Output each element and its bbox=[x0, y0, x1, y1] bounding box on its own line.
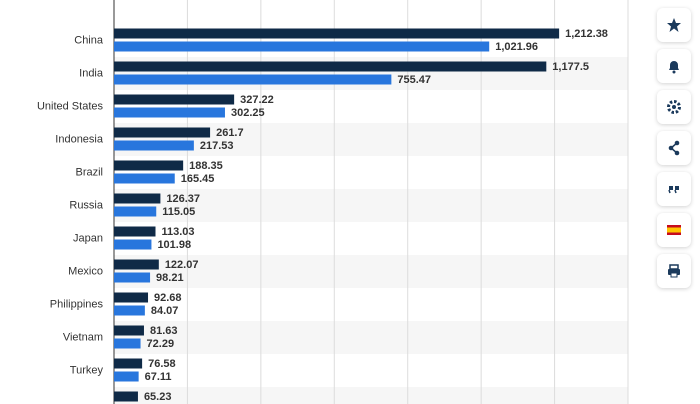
bar bbox=[114, 160, 184, 171]
value-label: 122.07 bbox=[165, 259, 199, 271]
value-label: 113.03 bbox=[161, 226, 194, 238]
value-label: 76.58 bbox=[148, 358, 176, 370]
share-button[interactable] bbox=[657, 131, 691, 165]
value-label: 98.21 bbox=[156, 272, 184, 284]
bar bbox=[114, 371, 139, 382]
notification-button[interactable] bbox=[657, 49, 691, 83]
row-band bbox=[114, 387, 628, 404]
row-band bbox=[114, 321, 628, 354]
value-label: 755.47 bbox=[397, 74, 431, 86]
settings-button[interactable] bbox=[657, 90, 691, 124]
bar bbox=[114, 305, 145, 316]
bar bbox=[114, 127, 211, 138]
value-label: 126.37 bbox=[166, 193, 200, 205]
bar bbox=[114, 140, 194, 151]
value-label: 67.11 bbox=[145, 371, 172, 383]
row-band bbox=[114, 255, 628, 288]
bar bbox=[114, 107, 225, 118]
bar bbox=[114, 41, 490, 52]
favorite-button[interactable] bbox=[657, 8, 691, 42]
chart: China 1,212.38 1,021.96 India 1,177.5 755.47 U… bbox=[37, 0, 629, 404]
category-label: Vietnam bbox=[63, 331, 103, 343]
value-label: 92.68 bbox=[154, 292, 182, 304]
value-label: 72.29 bbox=[147, 338, 175, 350]
row-band bbox=[114, 189, 628, 222]
category-label: Mexico bbox=[68, 265, 103, 277]
value-label: 261.7 bbox=[216, 127, 244, 139]
value-label: 81.63 bbox=[150, 325, 178, 337]
bar bbox=[114, 391, 138, 402]
bar bbox=[114, 358, 143, 369]
bar bbox=[114, 193, 161, 204]
value-label: 1,177.5 bbox=[552, 61, 589, 73]
bar bbox=[114, 325, 144, 336]
category-label: India bbox=[79, 67, 104, 79]
print-button[interactable] bbox=[657, 254, 691, 288]
language-button[interactable] bbox=[657, 213, 691, 247]
value-label: 188.35 bbox=[189, 160, 223, 172]
value-label: 327.22 bbox=[240, 94, 274, 106]
category-label: Turkey bbox=[70, 364, 104, 376]
category-label: United States bbox=[37, 100, 104, 112]
value-label: 101.98 bbox=[157, 239, 191, 251]
bar bbox=[114, 94, 235, 105]
bar bbox=[114, 226, 156, 237]
value-label: 1,021.96 bbox=[495, 41, 538, 53]
bar bbox=[114, 61, 547, 72]
category-label: Japan bbox=[73, 232, 103, 244]
category-label: Philippines bbox=[50, 298, 104, 310]
bar bbox=[114, 74, 392, 85]
category-label: Russia bbox=[69, 199, 104, 211]
category-label: Brazil bbox=[75, 166, 103, 178]
cite-button[interactable] bbox=[657, 172, 691, 206]
value-label: 165.45 bbox=[181, 173, 215, 185]
bar bbox=[114, 28, 560, 39]
value-label: 217.53 bbox=[200, 140, 234, 152]
bar bbox=[114, 173, 175, 184]
bar bbox=[114, 239, 152, 250]
value-label: 84.07 bbox=[151, 305, 179, 317]
bar bbox=[114, 259, 159, 270]
bar bbox=[114, 292, 149, 303]
value-label: 302.25 bbox=[231, 107, 265, 119]
value-label: 1,212.38 bbox=[565, 28, 608, 40]
category-label: Indonesia bbox=[55, 133, 104, 145]
bar bbox=[114, 206, 157, 217]
category-label: China bbox=[74, 34, 104, 46]
value-label: 65.23 bbox=[144, 391, 172, 403]
bar bbox=[114, 272, 151, 283]
value-label: 115.05 bbox=[162, 206, 195, 218]
bar bbox=[114, 338, 141, 349]
